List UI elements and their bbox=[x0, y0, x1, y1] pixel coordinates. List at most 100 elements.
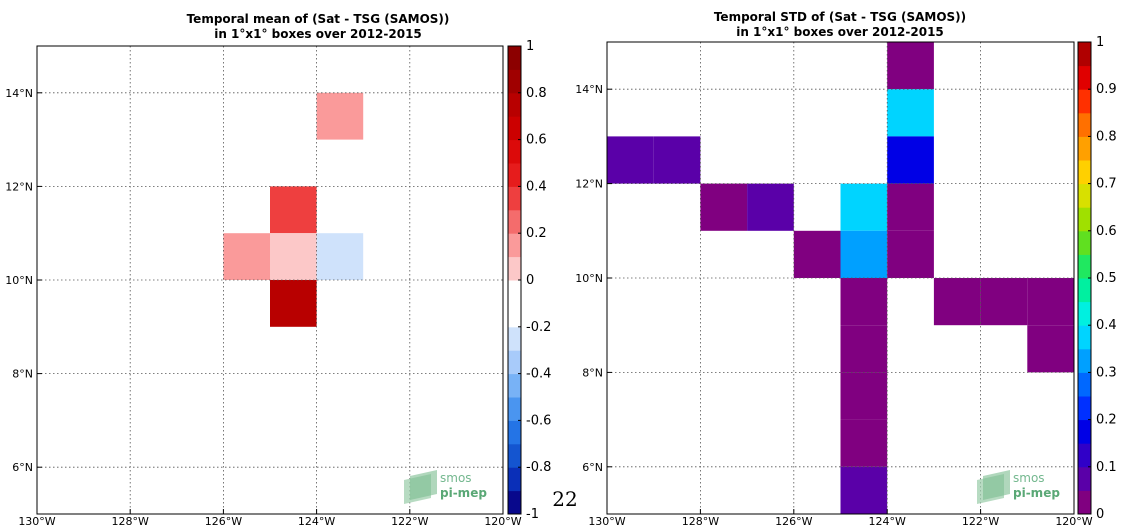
std-y-tick-label: 10°N bbox=[575, 272, 603, 285]
std-x-tick-label: 124°W bbox=[869, 515, 906, 527]
std-colorbar-tick-label: 0.4 bbox=[1096, 318, 1117, 333]
mean-colorbar-tick-label: 1 bbox=[526, 39, 534, 54]
smos-pi-mep-logo: smos pi-mep bbox=[404, 470, 487, 504]
mean-cell bbox=[270, 233, 317, 280]
std-colorbar-segment bbox=[1078, 490, 1091, 515]
std-x-tick-label: 126°W bbox=[775, 515, 812, 527]
std-cell bbox=[840, 372, 888, 420]
std-cell bbox=[887, 230, 934, 278]
mean-colorbar-segment bbox=[508, 92, 521, 117]
page-number: 22 bbox=[552, 487, 577, 511]
std-cell bbox=[933, 278, 981, 326]
std-x-axis: 130°W 128°W 126°W 124°W 122°W 120°W bbox=[588, 509, 1093, 527]
mean-colorbar: 1 0.8 0.6 0.4 0.2 0 -0.2 -0.4 -0.6 -0.8 -1 bbox=[507, 39, 551, 522]
mean-colorbar-tick-label: -0.4 bbox=[526, 367, 551, 382]
std-cell bbox=[887, 42, 934, 90]
logo-text-pimep-2: pi-mep bbox=[1013, 486, 1060, 500]
mean-x-tick-label: 120°W bbox=[484, 515, 521, 527]
mean-x-tick-label: 122°W bbox=[391, 515, 428, 527]
std-y-axis: 6°N 8°N 10°N 12°N 14°N bbox=[575, 83, 612, 474]
std-colorbar-tick-label: 0.8 bbox=[1096, 129, 1117, 144]
std-y-tick-label: 8°N bbox=[582, 366, 603, 379]
mean-colorbar-segment bbox=[508, 467, 521, 492]
std-colorbar-segment bbox=[1078, 42, 1091, 67]
std-colorbar-segment bbox=[1078, 254, 1091, 279]
mean-x-tick-label: 128°W bbox=[112, 515, 149, 527]
mean-colorbar-segment bbox=[508, 46, 521, 70]
mean-colorbar-segment bbox=[508, 420, 521, 445]
std-cell bbox=[1027, 278, 1074, 326]
mean-cell bbox=[456, 326, 503, 374]
std-colorbar-segment bbox=[1078, 396, 1091, 421]
std-colorbar-segment bbox=[1078, 230, 1091, 255]
std-cell bbox=[887, 183, 934, 231]
mean-colorbar-segment bbox=[508, 233, 521, 258]
std-colorbar-tick-label: 0.7 bbox=[1096, 177, 1117, 192]
std-cell bbox=[747, 183, 794, 231]
mean-colorbar-tick-label: -0.2 bbox=[526, 320, 551, 335]
mean-colorbar-segment bbox=[508, 69, 521, 94]
mean-colorbar-segment bbox=[508, 326, 521, 351]
mean-x-tick-label: 126°W bbox=[205, 515, 242, 527]
std-cell bbox=[840, 278, 888, 326]
std-cell bbox=[700, 183, 748, 231]
std-cell bbox=[840, 419, 888, 467]
std-colorbar-segment bbox=[1078, 65, 1091, 90]
mean-colorbar-segment bbox=[508, 116, 521, 141]
std-cell bbox=[840, 183, 888, 231]
std-colorbar-segment bbox=[1078, 443, 1091, 468]
std-colorbar-tick-label: 0.3 bbox=[1096, 365, 1117, 380]
std-colorbar-segment bbox=[1078, 348, 1091, 373]
mean-colorbar-segment bbox=[508, 139, 521, 164]
std-title-line-1: Temporal STD of (Sat - TSG (SAMOS)) bbox=[714, 10, 966, 24]
std-colorbar-segment bbox=[1078, 301, 1091, 326]
std-colorbar-tick-label: 0.2 bbox=[1096, 413, 1117, 428]
std-colorbar-segment bbox=[1078, 112, 1091, 137]
std-colorbar-tick-label: 0.1 bbox=[1096, 460, 1117, 475]
std-grid bbox=[607, 42, 1074, 514]
mean-cell bbox=[270, 373, 317, 421]
std-y-tick-label: 12°N bbox=[575, 178, 603, 191]
mean-colorbar-tick-label: 0.6 bbox=[526, 133, 547, 148]
std-colorbar-tick-label: 0.5 bbox=[1096, 271, 1117, 286]
mean-panel: Temporal mean of (Sat - TSG (SAMOS)) in … bbox=[5, 12, 551, 527]
std-cell bbox=[887, 89, 934, 137]
std-cell bbox=[840, 325, 888, 373]
mean-colorbar-segment bbox=[508, 350, 521, 375]
mean-colorbar-tick-label: 0 bbox=[526, 273, 534, 288]
mean-colorbar-tick-label: 0.4 bbox=[526, 179, 547, 194]
mean-y-tick-label: 12°N bbox=[5, 180, 33, 193]
std-x-tick-label: 130°W bbox=[588, 515, 625, 527]
std-cell bbox=[840, 230, 888, 278]
mean-colorbar-segment bbox=[508, 256, 521, 281]
smos-pi-mep-logo-2: smos pi-mep bbox=[977, 470, 1060, 504]
mean-colorbar-tick-label: -0.8 bbox=[526, 460, 551, 475]
mean-colorbar-segment bbox=[508, 443, 521, 468]
mean-colorbar-tick-label: 0.2 bbox=[526, 226, 547, 241]
mean-colorbar-segment bbox=[508, 373, 521, 398]
std-cell bbox=[980, 278, 1028, 326]
std-colorbar-segment bbox=[1078, 89, 1091, 114]
std-colorbar-tick-label: 1 bbox=[1096, 35, 1104, 50]
mean-x-tick-label: 130°W bbox=[18, 515, 55, 527]
mean-colorbar-tick-label: -1 bbox=[526, 507, 539, 522]
mean-colorbar-segment bbox=[508, 186, 521, 211]
mean-colorbar-segment bbox=[508, 490, 521, 515]
mean-cell bbox=[223, 233, 270, 280]
std-title-line-2: in 1°x1° boxes over 2012-2015 bbox=[736, 25, 944, 39]
mean-y-axis: 6°N 8°N 10°N 12°N 14°N bbox=[5, 87, 42, 474]
mean-y-tick-label: 6°N bbox=[12, 461, 33, 474]
std-colorbar-segment bbox=[1078, 419, 1091, 444]
std-colorbar-segment bbox=[1078, 183, 1091, 208]
std-cell bbox=[793, 230, 841, 278]
logo-text-smos: smos bbox=[440, 471, 472, 485]
std-cells bbox=[607, 42, 1074, 514]
mean-colorbar-segment bbox=[508, 397, 521, 421]
std-x-tick-label: 122°W bbox=[962, 515, 999, 527]
mean-colorbar-tick-label: -0.6 bbox=[526, 413, 551, 428]
logo-text-pimep: pi-mep bbox=[440, 486, 487, 500]
mean-title-line-1: Temporal mean of (Sat - TSG (SAMOS)) bbox=[187, 12, 450, 26]
std-colorbar-segment bbox=[1078, 207, 1091, 232]
mean-x-axis: 130°W 128°W 126°W 124°W 122°W 120°W bbox=[18, 509, 522, 527]
std-cell bbox=[887, 136, 934, 184]
